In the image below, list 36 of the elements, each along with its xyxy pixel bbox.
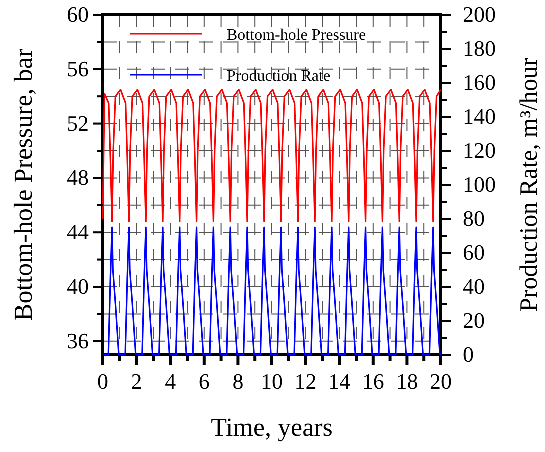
y-tick-label: 52 — [67, 110, 89, 136]
legend-label: Production Rate — [227, 68, 331, 85]
y-axis-title: Bottom-hole Pressure, bar — [9, 48, 38, 322]
y2-tick-label: 200 — [463, 2, 496, 27]
x-tick-label: 20 — [430, 369, 452, 394]
y2-tick-label: 180 — [463, 36, 496, 61]
line-series — [102, 226, 441, 356]
x-tick-label: 10 — [261, 369, 283, 394]
x-tick-label: 14 — [328, 369, 351, 394]
y-tick-label: 40 — [67, 274, 89, 299]
y2-axis-title: Production Rate, m³/hour — [516, 57, 543, 312]
x-tick-label: 12 — [294, 369, 317, 394]
y2-tick-label: 140 — [463, 104, 496, 129]
x-tick-label: 0 — [98, 369, 108, 394]
y2-tick-label: 160 — [463, 70, 496, 95]
legend-label: Bottom-hole Pressure — [227, 27, 366, 44]
x-tick-label: 18 — [396, 369, 418, 394]
y2-tick-label: 40 — [463, 274, 485, 299]
y2-tick-label: 20 — [463, 308, 485, 333]
y2-tick-label: 60 — [463, 240, 485, 265]
x-tick-label: 4 — [165, 369, 176, 394]
x-tick-label: 6 — [198, 369, 210, 394]
x-axis-title: Time, years — [211, 413, 333, 442]
y-tick-label: 48 — [67, 165, 89, 190]
y2-tick-label: 100 — [463, 172, 496, 197]
y2-tick-label: 0 — [463, 342, 474, 367]
y2-tick-label: 80 — [463, 206, 485, 231]
y-tick-label: 56 — [67, 56, 89, 82]
y-tick-label: 60 — [67, 2, 89, 27]
y-tick-label: 36 — [67, 328, 89, 354]
x-tick-label: 8 — [232, 369, 244, 394]
line-series — [102, 89, 442, 223]
y-tick-label: 44 — [67, 220, 89, 245]
x-tick-label: 16 — [362, 369, 384, 394]
y2-tick-label: 120 — [463, 138, 496, 163]
x-tick-label: 2 — [131, 369, 142, 394]
